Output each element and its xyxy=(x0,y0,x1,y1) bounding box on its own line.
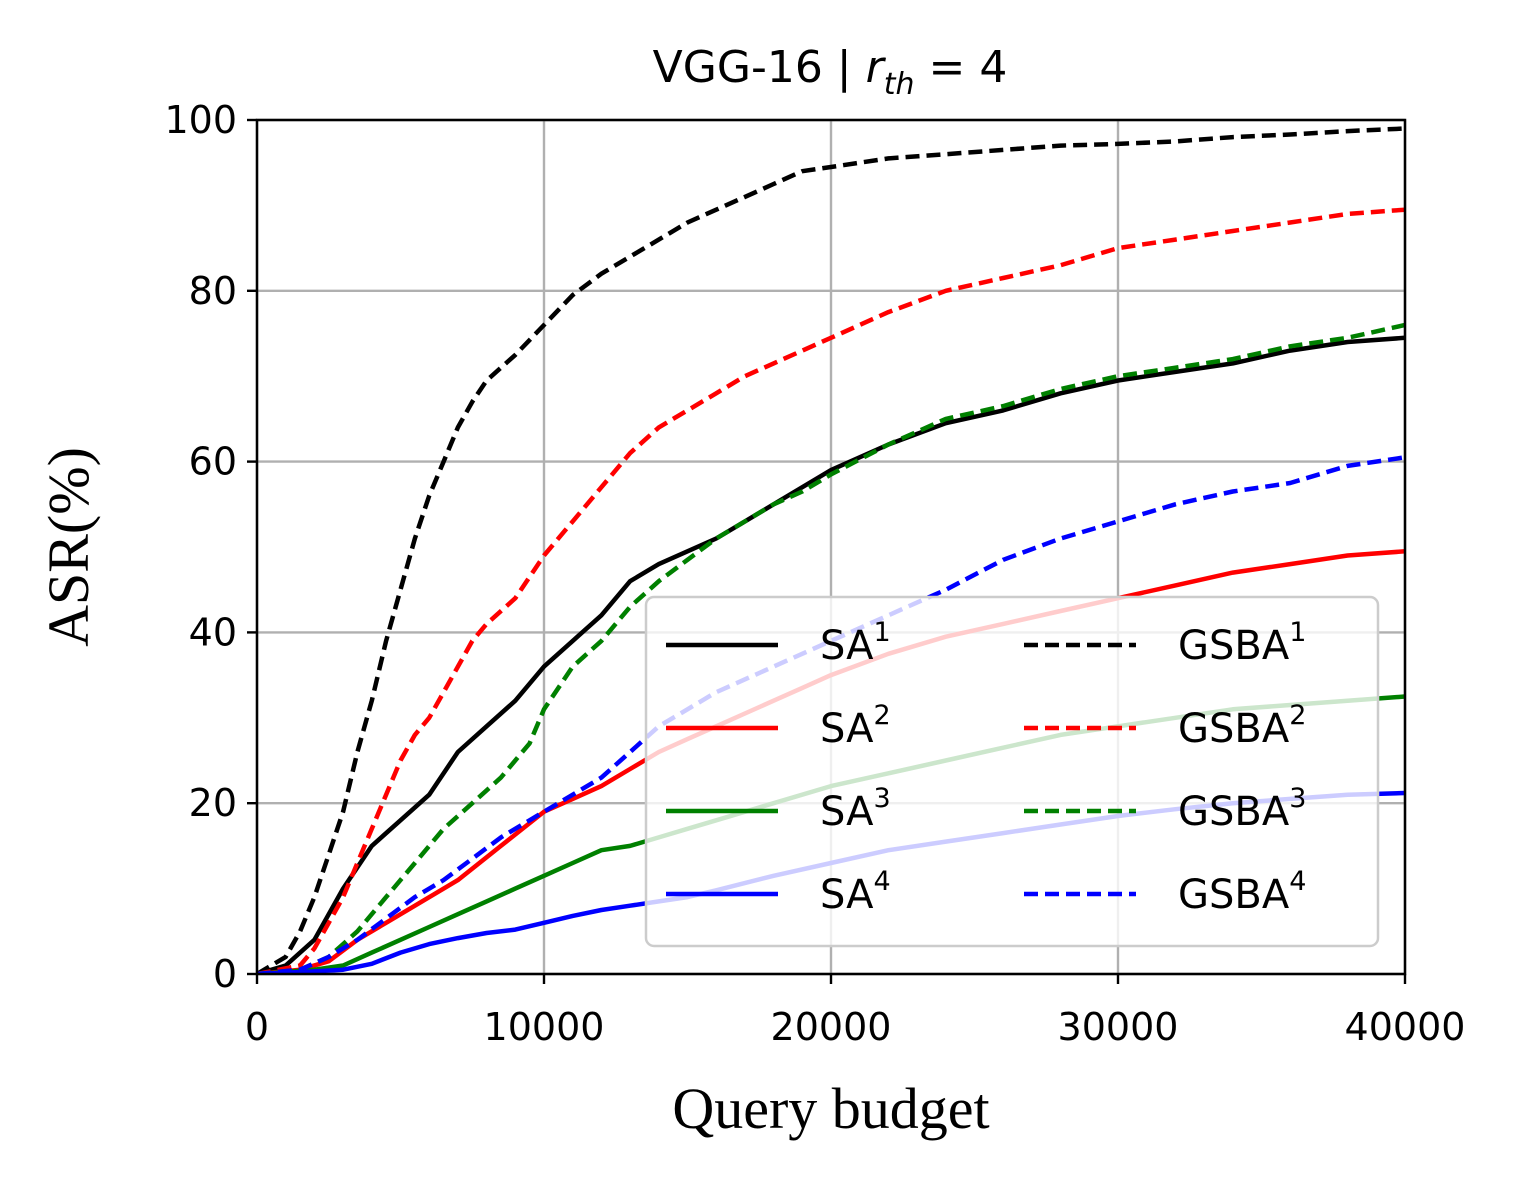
legend-label: SA4 xyxy=(820,866,891,918)
legend-box xyxy=(644,595,1380,948)
y-tick-label: 40 xyxy=(189,610,237,654)
x-tick-label: 10000 xyxy=(484,1005,605,1049)
x-tick-label: 20000 xyxy=(771,1005,892,1049)
y-tick-label: 100 xyxy=(164,98,237,142)
x-axis-label: Query budget xyxy=(672,1076,989,1141)
y-tick-label: 20 xyxy=(189,781,237,825)
series-line-gsba2 xyxy=(257,207,1405,974)
title-variable: r xyxy=(866,42,887,93)
legend-label: GSBA4 xyxy=(1178,866,1306,918)
legend-label: GSBA3 xyxy=(1178,783,1306,835)
x-tick-label: 40000 xyxy=(1345,1005,1466,1049)
series-line-sa1 xyxy=(257,335,1405,974)
title-suffix: = 4 xyxy=(914,42,1007,93)
series-line-gsba1 xyxy=(257,126,1405,974)
y-tick-label: 80 xyxy=(189,269,237,313)
y-tick-label: 60 xyxy=(189,440,237,484)
legend-label: GSBA1 xyxy=(1178,617,1306,669)
legend-label: SA2 xyxy=(820,700,891,752)
tick-layer: 0 10000 20000 30000 40000 0 20 40 60 80 100 xyxy=(164,98,1465,1049)
x-tick-label: 30000 xyxy=(1058,1005,1179,1049)
x-tick-label: 0 xyxy=(245,1005,269,1049)
y-tick-label: 0 xyxy=(213,952,237,996)
legend: SA1 GSBA1 SA2 GSBA2 SA3 GSBA3 SA4 GSBA4 xyxy=(644,595,1380,948)
series-line-gsba3 xyxy=(257,322,1405,974)
legend-label: GSBA2 xyxy=(1178,700,1306,752)
title-subscript: th xyxy=(884,67,915,102)
legend-label: SA3 xyxy=(820,783,891,835)
title-prefix: VGG-16 | xyxy=(653,42,866,93)
y-axis-label: ASR(%) xyxy=(36,447,101,647)
legend-label: SA1 xyxy=(820,617,891,669)
chart-title: VGG-16 | rth = 4 xyxy=(653,42,1008,102)
